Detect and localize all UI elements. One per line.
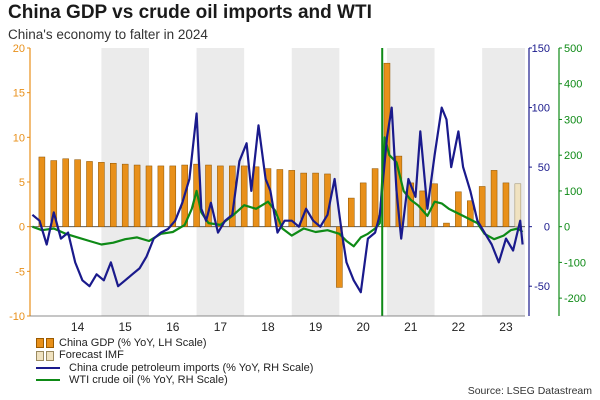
gdp-bar [455, 191, 462, 227]
gdp-bar [348, 197, 355, 227]
left-tick-label: 15 [13, 88, 25, 100]
gdp-bar [205, 164, 212, 227]
wti-tick-label: -200 [564, 293, 586, 305]
x-tick-label: 20 [356, 320, 370, 334]
legend-imports: China crude petroleum imports (% YoY, RH… [36, 362, 313, 374]
left-tick-label: 20 [13, 43, 25, 55]
legend-gdp-swatch-2 [46, 338, 54, 349]
gdp-bar [336, 226, 343, 288]
left-axis-ticks: -10 -5 0 5 10 15 20 [9, 43, 30, 323]
gdp-bar [217, 165, 224, 227]
legend-gdp-swatch [36, 338, 44, 349]
x-tick-label: 22 [452, 320, 466, 334]
gdp-bar [312, 172, 319, 227]
wti-line [32, 136, 524, 248]
right-axis-imports-ticks: -50 0 50 100 150 [529, 43, 550, 293]
imports-tick-label: 100 [532, 103, 550, 115]
imports-tick-label: 150 [532, 43, 550, 55]
legend-gdp-label: China GDP (% YoY, LH Scale) [59, 337, 207, 349]
gdp-bar [74, 159, 81, 227]
wti-tick-label: 100 [564, 186, 582, 198]
right-axis-wti-ticks: -200 -100 0 100 200 300 400 500 [559, 43, 586, 305]
wti-series [32, 136, 524, 248]
left-tick-label: 0 [19, 222, 25, 234]
legend: China GDP (% YoY, LH Scale) Forecast IMF… [36, 337, 313, 387]
legend-imports-swatch [36, 366, 60, 369]
x-tick-label: 23 [499, 320, 513, 334]
source-note: Source: LSEG Datastream [467, 385, 592, 397]
wti-tick-label: 500 [564, 43, 582, 55]
gdp-bar [157, 165, 165, 227]
x-tick-label: 19 [309, 320, 323, 334]
shade-band-2023 [482, 48, 525, 316]
left-tick-label: -5 [15, 266, 25, 278]
legend-forecast-swatch [36, 350, 44, 361]
gdp-bar [467, 200, 474, 227]
legend-forecast: Forecast IMF [36, 349, 313, 361]
gdp-bar [359, 182, 367, 227]
gdp-bar [38, 156, 46, 227]
x-tick-label: 21 [404, 320, 418, 334]
gdp-bar [300, 172, 307, 227]
wti-tick-label: 400 [564, 79, 582, 91]
left-tick-label: -10 [9, 311, 25, 323]
imports-line [31, 106, 524, 294]
left-tick-label: 10 [13, 132, 25, 144]
gdp-bar [50, 160, 58, 227]
left-tick-label: 5 [19, 177, 25, 189]
imports-series [31, 106, 524, 294]
gdp-bar [240, 165, 248, 227]
x-tick-labels: 14 15 16 17 18 19 20 21 22 23 [71, 320, 513, 334]
legend-forecast-label: Forecast IMF [59, 349, 124, 362]
x-tick-label: 15 [119, 320, 133, 334]
x-tick-label: 14 [71, 320, 85, 334]
gdp-bar [371, 168, 379, 227]
gdp-bar [145, 165, 153, 227]
imports-tick-label: 0 [544, 222, 550, 234]
gdp-bar [252, 166, 260, 227]
x-tick-label: 18 [261, 320, 275, 334]
wti-tick-label: -100 [564, 257, 586, 269]
gdp-bar [288, 170, 296, 227]
gdp-bar [502, 182, 510, 227]
x-tick-label: 16 [166, 320, 180, 334]
gdp-bar [490, 170, 498, 227]
gdp-bar [478, 186, 486, 227]
imports-tick-label: -50 [534, 281, 550, 293]
x-tick-label: 17 [214, 320, 228, 334]
gdp-bar [62, 158, 69, 227]
chart-subtitle: China's economy to falter in 2024 [8, 27, 208, 42]
chart-title: China GDP vs crude oil imports and WTI [8, 2, 372, 23]
gdp-bar [86, 161, 93, 227]
legend-wti-label: WTI crude oil (% YoY, RH Scale) [69, 374, 228, 387]
wti-tick-label: 200 [564, 150, 582, 162]
gdp-bar [443, 222, 450, 227]
gdp-bar [133, 164, 141, 227]
gdp-bar [169, 165, 177, 227]
legend-gdp: China GDP (% YoY, LH Scale) [36, 337, 313, 349]
wti-tick-label: 300 [564, 114, 582, 126]
legend-imports-label: China crude petroleum imports (% YoY, RH… [69, 361, 314, 374]
legend-wti-swatch [36, 379, 60, 382]
legend-forecast-swatch-2 [46, 350, 54, 361]
gdp-bar [431, 183, 438, 227]
imports-tick-label: 50 [538, 162, 550, 174]
wti-tick-label: 0 [564, 222, 570, 234]
gdp-bar [98, 162, 105, 227]
legend-wti: WTI crude oil (% YoY, RH Scale) [36, 374, 313, 386]
gdp-bar [121, 163, 129, 227]
gdp-bar [110, 162, 117, 227]
